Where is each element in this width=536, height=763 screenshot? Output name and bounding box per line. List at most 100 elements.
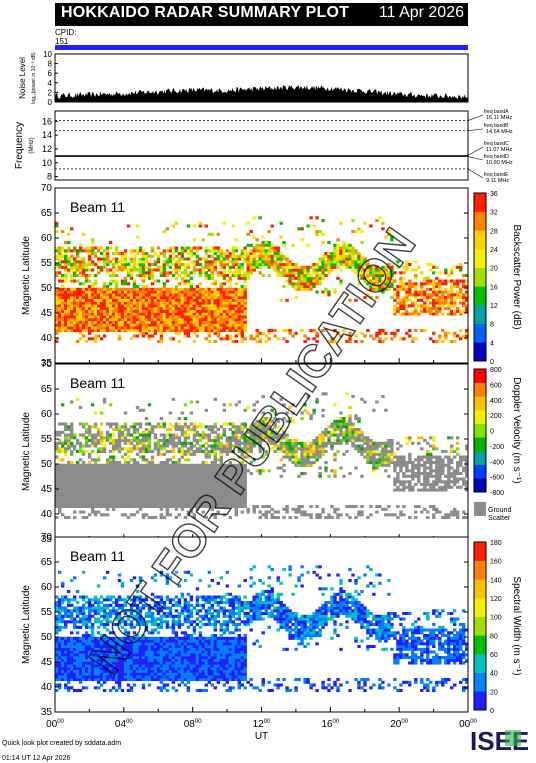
heatmap-cell — [129, 469, 134, 473]
heatmap-cell — [70, 463, 74, 467]
heatmap-cell — [168, 323, 173, 327]
heatmap-cell — [312, 408, 316, 412]
heatmap-cell — [120, 447, 125, 451]
heatmap-cell — [55, 463, 59, 467]
heatmap-cell — [162, 502, 167, 506]
heatmap-cell — [75, 505, 80, 509]
heatmap-cell — [78, 488, 83, 492]
heatmap-cell — [120, 474, 125, 478]
heatmap-cell — [279, 298, 283, 302]
heatmap-cell — [420, 271, 424, 275]
heatmap-cell — [150, 483, 155, 487]
heatmap-cell — [333, 287, 337, 291]
heatmap-cell — [108, 268, 113, 272]
heatmap-cell — [102, 480, 107, 484]
heatmap-cell — [198, 425, 203, 429]
heatmap-cell — [126, 430, 131, 434]
heatmap-cell — [243, 323, 247, 327]
heatmap-cell — [243, 483, 247, 487]
heatmap-cell — [61, 285, 65, 289]
heatmap-cell — [264, 249, 268, 253]
heatmap-cell — [180, 455, 185, 459]
heatmap-cell — [186, 312, 191, 316]
heatmap-cell — [201, 430, 205, 434]
heatmap-cell — [213, 505, 217, 509]
heatmap-cell — [81, 334, 86, 338]
heatmap-cell — [138, 496, 143, 500]
heatmap-cell — [192, 290, 197, 294]
heatmap-cell — [201, 485, 205, 489]
noise-tick-label: 8 — [48, 60, 53, 69]
heatmap-cell — [159, 312, 164, 316]
heatmap-cell — [114, 285, 119, 289]
heatmap-cell — [315, 340, 319, 344]
heatmap-cell — [339, 422, 343, 426]
heatmap-cell — [222, 290, 226, 294]
heatmap-cell — [228, 483, 232, 487]
colorbar-segment — [474, 193, 486, 212]
heatmap-cell — [70, 433, 74, 437]
heatmap-cell — [55, 329, 59, 333]
heatmap-cell — [150, 488, 155, 492]
heatmap-cell — [162, 315, 167, 319]
heatmap-cell — [58, 488, 62, 492]
heatmap-cell — [402, 304, 406, 308]
heatmap-cell — [447, 312, 451, 316]
heatmap-cell — [282, 507, 286, 511]
heatmap-cell — [240, 320, 244, 324]
heatmap-cell — [393, 271, 397, 275]
heatmap-cell — [168, 309, 173, 313]
heatmap-cell — [189, 472, 194, 476]
heatmap-cell — [204, 304, 208, 308]
heatmap-cell — [198, 274, 203, 278]
heatmap-cell — [105, 290, 110, 294]
heatmap-cell — [90, 502, 95, 506]
heatmap-cell — [333, 469, 337, 473]
heatmap-cell — [120, 323, 125, 327]
heatmap-cell — [423, 329, 427, 333]
heatmap-cell — [228, 298, 232, 302]
heatmap-cell — [135, 296, 140, 300]
heatmap-cell — [240, 268, 244, 272]
heatmap-cell — [387, 263, 391, 267]
heatmap-cell — [141, 455, 146, 459]
heatmap-cell — [324, 252, 328, 256]
heatmap-cell — [309, 265, 313, 269]
heatmap-cell — [108, 260, 113, 264]
heatmap-cell — [132, 304, 137, 308]
heatmap-cell — [78, 287, 83, 291]
heatmap-cell — [234, 287, 238, 291]
heatmap-cell — [297, 276, 301, 280]
heatmap-cell — [81, 502, 86, 506]
heatmap-cell — [96, 290, 101, 294]
heatmap-cell — [58, 472, 62, 476]
heatmap-cell — [186, 334, 191, 338]
heatmap-cell — [132, 257, 137, 261]
heatmap-cell — [153, 483, 158, 487]
heatmap-cell — [180, 309, 185, 313]
heatmap-cell — [141, 279, 146, 283]
heatmap-cell — [381, 507, 385, 511]
heatmap-cell — [165, 263, 170, 267]
heatmap-cell — [64, 425, 68, 429]
heatmap-cell — [55, 309, 59, 313]
heatmap-cell — [183, 246, 188, 250]
heatmap-cell — [231, 329, 235, 333]
heatmap-cell — [210, 326, 214, 330]
heatmap-cell — [78, 290, 83, 294]
heatmap-cell — [120, 439, 125, 443]
heatmap-cell — [240, 309, 244, 313]
heatmap-cell — [144, 329, 149, 333]
heatmap-cell — [78, 463, 83, 467]
heatmap-cell — [177, 417, 182, 421]
heatmap-cell — [114, 268, 119, 272]
title-bar: HOKKAIDO RADAR SUMMARY PLOT 11 Apr 2026 — [55, 3, 468, 26]
heatmap-cell — [192, 444, 197, 448]
lat-tick-label: 45 — [41, 308, 53, 319]
heatmap-cell — [159, 472, 164, 476]
heatmap-cell — [450, 340, 454, 344]
heatmap-cell — [393, 331, 397, 335]
heatmap-cell — [138, 304, 143, 308]
heatmap-cell — [204, 224, 208, 228]
heatmap-cell — [222, 480, 226, 484]
